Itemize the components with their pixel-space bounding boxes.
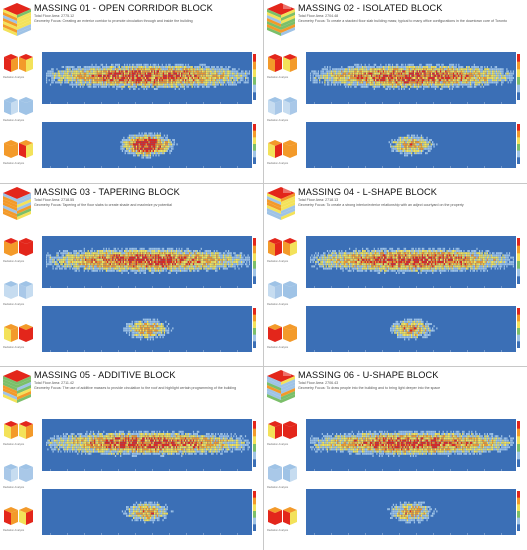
radiation-thumbnail: [2, 505, 36, 532]
radiation-thumbnail: [266, 322, 300, 349]
floor-area: Total Floor Area: 2718.13: [298, 198, 339, 202]
radiation-thumbnail: [266, 462, 300, 489]
geometry-focus: Geometry Focus: Creating an exterior cor…: [34, 19, 193, 23]
panel-title: MASSING 06 - U-SHAPE BLOCK: [298, 370, 439, 380]
thumbnail-label: Radiation Analysis: [267, 443, 289, 446]
color-legend-bar: [517, 308, 520, 353]
radiation-thumbnail: [2, 95, 36, 122]
thumbnail-label: Radiation Analysis: [267, 260, 289, 263]
radiation-thumbnail: [266, 279, 300, 306]
annual-heatmap-bottom: [42, 306, 252, 352]
geometry-focus: Geometry Focus: The use of additive mass…: [34, 386, 237, 390]
massing-panel: MASSING 03 - TAPERING BLOCK Total Floor A…: [0, 184, 262, 367]
radiation-thumbnail: [266, 236, 300, 263]
color-legend-bar: [517, 421, 520, 472]
geometry-focus: Geometry Focus: To create a stacked floo…: [298, 19, 507, 23]
thumbnail-label: Radiation Analysis: [3, 119, 25, 122]
thumbnail-label: Radiation Analysis: [3, 486, 25, 489]
thumbnail-label: Radiation Analysis: [3, 443, 25, 446]
annual-heatmap-top: [42, 419, 252, 471]
massing-model-image: [266, 2, 296, 41]
thumbnail-label: Radiation Analysis: [267, 303, 289, 306]
color-legend-bar: [253, 421, 256, 472]
thumbnail-label: Radiation Analysis: [3, 346, 25, 349]
radiation-thumbnail: [266, 52, 300, 79]
annual-heatmap-bottom: [306, 489, 516, 535]
color-legend-bar: [517, 54, 520, 105]
annual-heatmap-bottom: [306, 306, 516, 352]
massing-panel: MASSING 06 - U-SHAPE BLOCK Total Floor Ar…: [264, 367, 526, 550]
annual-heatmap-bottom: [306, 122, 516, 168]
row-divider: [0, 183, 527, 184]
color-legend-bar: [253, 491, 256, 536]
thumbnail-label: Radiation Analysis: [267, 529, 289, 532]
color-legend-bar: [517, 491, 520, 536]
massing-model-image: [266, 369, 296, 408]
panel-title: MASSING 04 - L-SHAPE BLOCK: [298, 187, 437, 197]
massing-model-image: [266, 186, 296, 225]
radiation-thumbnail: [2, 52, 36, 79]
color-legend-bar: [517, 124, 520, 169]
radiation-thumbnail: [2, 279, 36, 306]
floor-area: Total Floor Area: 2775.12: [34, 14, 75, 18]
color-legend-bar: [253, 124, 256, 169]
radiation-thumbnail: [266, 505, 300, 532]
geometry-focus: Geometry Focus: Tapering of the floor sl…: [34, 203, 172, 207]
massing-panel: MASSING 05 - ADDITIVE BLOCK Total Floor A…: [0, 367, 262, 550]
annual-heatmap-top: [42, 236, 252, 288]
annual-heatmap-top: [306, 419, 516, 471]
floor-area: Total Floor Area: 2718.55: [34, 198, 75, 202]
panel-title: MASSING 02 - ISOLATED BLOCK: [298, 3, 443, 13]
thumbnail-label: Radiation Analysis: [267, 486, 289, 489]
row-divider: [0, 366, 527, 367]
massing-model-image: [2, 186, 32, 225]
massing-panel: MASSING 04 - L-SHAPE BLOCK Total Floor Ar…: [264, 184, 526, 367]
radiation-thumbnail: [2, 462, 36, 489]
radiation-thumbnail: [2, 138, 36, 165]
radiation-thumbnail: [266, 138, 300, 165]
geometry-focus: Geometry Focus: To draw people into the …: [298, 386, 441, 390]
thumbnail-label: Radiation Analysis: [3, 260, 25, 263]
thumbnail-label: Radiation Analysis: [3, 162, 25, 165]
color-legend-bar: [253, 54, 256, 105]
massing-model-image: [2, 369, 32, 408]
color-legend-bar: [517, 238, 520, 289]
radiation-thumbnail: [266, 419, 300, 446]
radiation-thumbnail: [2, 419, 36, 446]
thumbnail-label: Radiation Analysis: [267, 346, 289, 349]
color-legend-bar: [253, 238, 256, 289]
thumbnail-label: Radiation Analysis: [267, 162, 289, 165]
geometry-focus: Geometry Focus: To create a strong inter…: [298, 203, 464, 207]
radiation-thumbnail: [2, 322, 36, 349]
massing-model-image: [2, 2, 32, 41]
panel-title: MASSING 01 - OPEN CORRIDOR BLOCK: [34, 3, 213, 13]
floor-area: Total Floor Area: 2711.42: [34, 381, 74, 385]
annual-heatmap-bottom: [42, 489, 252, 535]
radiation-thumbnail: [2, 236, 36, 263]
massing-panel: MASSING 01 - OPEN CORRIDOR BLOCK Total Fl…: [0, 0, 262, 183]
thumbnail-label: Radiation Analysis: [267, 119, 289, 122]
annual-heatmap-top: [306, 52, 516, 104]
panel-title: MASSING 05 - ADDITIVE BLOCK: [34, 370, 176, 380]
panel-title: MASSING 03 - TAPERING BLOCK: [34, 187, 180, 197]
annual-heatmap-top: [306, 236, 516, 288]
color-legend-bar: [253, 308, 256, 353]
thumbnail-label: Radiation Analysis: [3, 529, 25, 532]
massing-panel: MASSING 02 - ISOLATED BLOCK Total Floor A…: [264, 0, 526, 183]
floor-area: Total Floor Area: 2706.43: [298, 381, 339, 385]
thumbnail-label: Radiation Analysis: [3, 76, 25, 79]
floor-area: Total Floor Area: 2704.48: [298, 14, 339, 18]
thumbnail-label: Radiation Analysis: [267, 76, 289, 79]
thumbnail-label: Radiation Analysis: [3, 303, 25, 306]
annual-heatmap-bottom: [42, 122, 252, 168]
radiation-thumbnail: [266, 95, 300, 122]
column-divider: [263, 0, 264, 550]
annual-heatmap-top: [42, 52, 252, 104]
